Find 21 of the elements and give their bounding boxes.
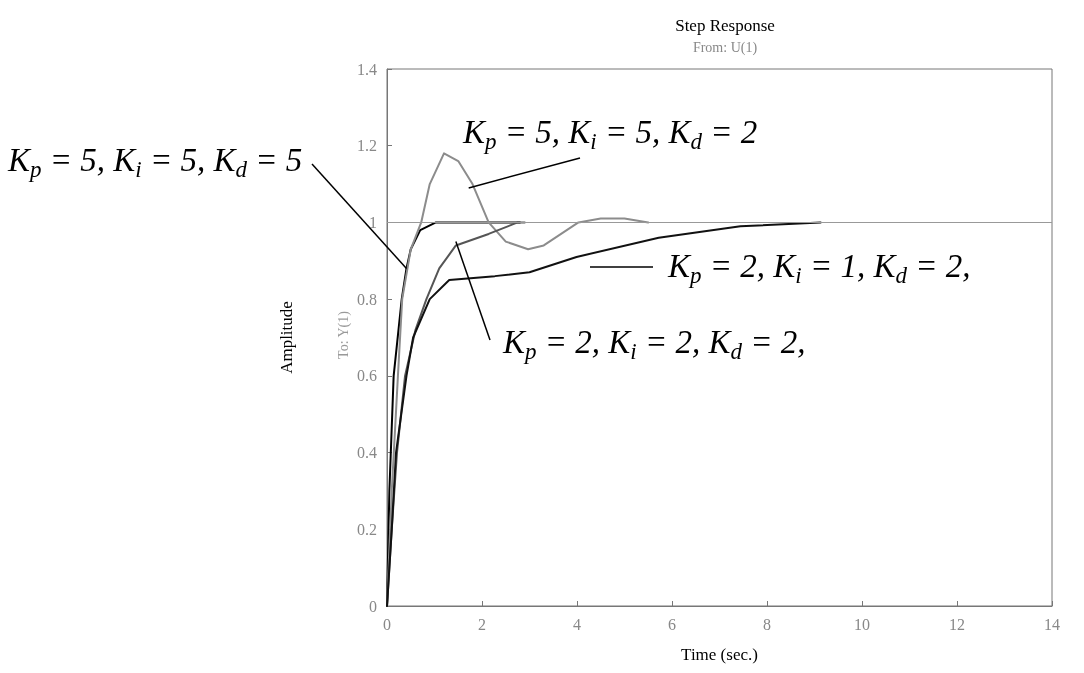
chart-subtitle: From: U(1) <box>692 39 758 56</box>
x-tick-label: 12 <box>949 615 965 633</box>
y-tick-label: 1.2 <box>357 137 377 155</box>
y-axis-title: Amplitude <box>277 301 296 374</box>
chart-title: Step Response <box>675 16 775 35</box>
y-tick-label: 0.4 <box>357 444 377 462</box>
x-tick-label: 2 <box>478 615 486 633</box>
x-tick-label: 6 <box>668 615 676 633</box>
y-tick-label: 0.6 <box>357 367 377 385</box>
y-tick-label: 1.4 <box>357 60 377 78</box>
x-tick-label: 0 <box>383 615 391 633</box>
x-tick-label: 4 <box>573 615 581 633</box>
x-tick-label: 14 <box>1044 615 1060 633</box>
x-tick-label: 8 <box>763 615 771 633</box>
y-tick-label: 0 <box>369 597 377 615</box>
y-tick-label: 0.2 <box>357 520 377 538</box>
text: To: Y(1) <box>335 310 352 359</box>
x-tick-label: 10 <box>854 615 870 633</box>
y-tick-label: 1 <box>369 213 377 231</box>
x-axis-title: Time (sec.) <box>681 645 758 664</box>
y-tick-label: 0.8 <box>357 290 377 308</box>
